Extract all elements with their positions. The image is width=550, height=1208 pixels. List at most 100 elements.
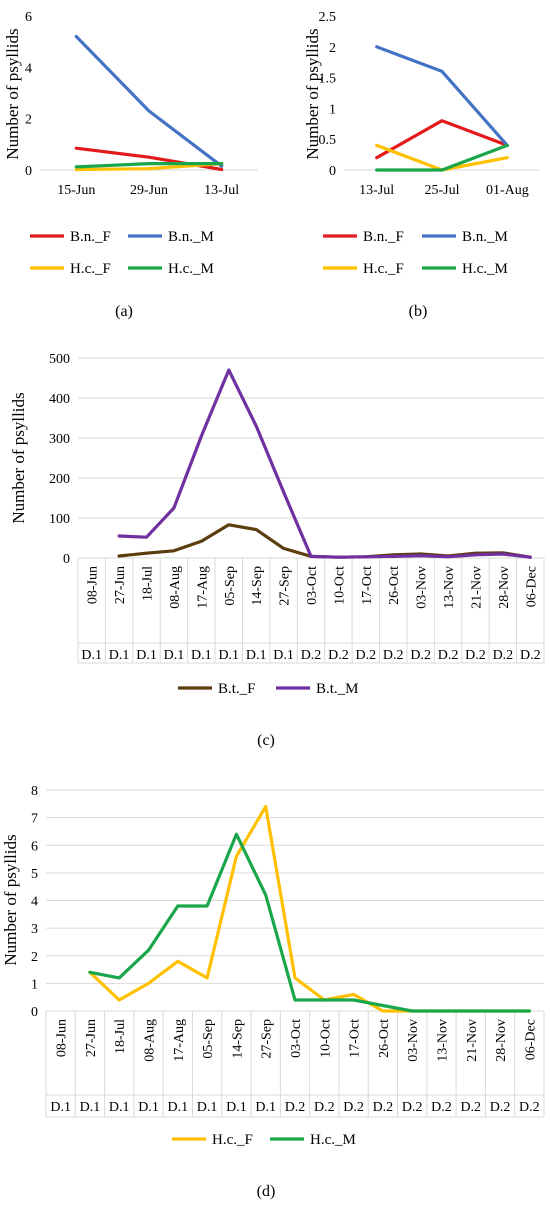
legend-label: H.c._M [168,261,214,277]
x-group-label: D.1 [191,648,212,663]
x-tick-label: 03-Oct [289,1019,304,1058]
x-tick-label: 18-Jul [113,1019,128,1054]
x-tick-label: 13-Jul [204,183,239,198]
x-tick-label: 25-Jul [425,183,460,198]
y-tick-label: 6 [31,839,38,854]
legend-label: B.n._M [168,229,214,245]
legend-label: B.n._F [70,229,111,245]
y-tick-label: 1.5 [319,72,337,87]
x-group-label: D.2 [285,1100,306,1115]
x-tick-label: 05-Sep [201,1019,216,1059]
x-group-label: D.2 [328,648,349,663]
legend-label: H.c._F [363,261,404,277]
x-group-label: D.1 [226,1100,247,1115]
series-line-h-c-f [375,143,509,172]
legend-label: H.c._M [310,1132,356,1148]
series-line-h-c-f [74,162,224,172]
x-group-label: D.1 [168,1100,189,1115]
x-tick-label: 13-Nov [435,1019,450,1062]
x-tick-label: 27-Sep [260,1019,275,1059]
x-tick-label: 21-Nov [469,566,484,609]
series-line-b-n-m [375,45,509,147]
x-tick-label: 03-Nov [406,1019,421,1062]
x-tick-label: 13-Jul [359,183,394,198]
x-tick-label: 17-Oct [360,566,375,605]
series-line-h-c-m [375,143,509,172]
x-tick-label: 06-Dec [523,1019,538,1060]
x-tick-label: 14-Sep [250,566,265,606]
x-tick-label: 08-Jun [55,1019,70,1057]
x-tick-label: 08-Jun [86,566,101,604]
legend-label: B.t._M [316,681,359,697]
y-tick-label: 0.5 [319,133,337,148]
y-tick-label: 3 [31,922,38,937]
legend-label: H.c._F [212,1132,253,1148]
y-tick-label: 0 [329,164,336,179]
x-group-label: D.2 [490,1100,511,1115]
x-tick-label: 21-Nov [465,1019,480,1062]
x-tick-label: 15-Jun [57,183,95,198]
x-tick-label: 17-Aug [195,566,210,609]
x-tick-label: 18-Jul [141,566,156,601]
y-tick-label: 2 [329,41,336,56]
x-tick-label: 28-Nov [497,566,512,609]
legend-label: H.c._M [462,261,508,277]
chart-d: 0 1 2 3 4 5 6 7 8 Number of psyllids 08-Jun D.1 27-J… [1,784,545,1200]
x-tick-label: 06-Dec [524,566,539,607]
y-tick-label: 1 [329,102,336,117]
x-group-label: D.1 [50,1100,71,1115]
y-tick-label: 6 [25,10,32,25]
x-group-label: D.2 [383,648,404,663]
y-tick-label: 0 [25,164,32,179]
y-tick-label: 100 [49,512,70,527]
x-tick-label: 17-Aug [172,1019,187,1062]
y-tick-label: 5 [31,867,38,882]
legend-label: B.n._F [363,229,404,245]
x-group-label: D.1 [164,648,185,663]
series-line-h-c-m [88,832,531,1013]
x-group-label: D.2 [431,1100,452,1115]
chart-caption: (b) [409,303,428,320]
x-group-label: D.2 [519,1100,540,1115]
y-tick-label: 4 [25,61,32,76]
x-tick-label: 03-Oct [305,566,320,605]
chart-caption: (a) [115,303,133,320]
x-tick-label: 17-Oct [348,1019,363,1058]
x-tick-label: 26-Oct [387,566,402,605]
x-group-label: D.2 [373,1100,394,1115]
y-tick-label: 8 [31,784,38,799]
chart-c: 0 100 200 300 400 500 Number of psyllids 08-Jun… [9,352,545,749]
series-line-h-c-m [74,162,224,169]
series-line-b-n-m [74,34,224,168]
y-tick-label: 2 [31,950,38,965]
series-line-b-t-f [117,523,532,559]
legend-label: B.n._M [462,229,508,245]
x-tick-label: 14-Sep [230,1019,245,1059]
x-group-label: D.2 [343,1100,364,1115]
x-tick-label: 01-Aug [486,183,529,198]
x-group-label: D.1 [255,1100,276,1115]
series-line-h-c-f [88,805,531,1013]
x-group-label: D.1 [218,648,239,663]
x-tick-label: 26-Oct [377,1019,392,1058]
y-tick-label: 0 [63,552,70,567]
x-tick-label: 27-Sep [278,566,293,606]
y-tick-label: 7 [31,812,38,827]
x-tick-label: 28-Nov [494,1019,509,1062]
series-line-b-n-f [375,119,509,160]
y-tick-label: 500 [49,352,70,367]
y-tick-label: 2.5 [319,10,337,25]
y-axis-title: Number of psyllids [303,28,322,159]
x-group-label: D.2 [520,648,541,663]
x-tick-label: 10-Oct [318,1019,333,1058]
y-axis-title: Number of psyllids [1,834,20,965]
x-group-label: D.2 [438,648,459,663]
x-tick-label: 27-Jun [113,566,128,604]
x-tick-label: 29-Jun [130,183,168,198]
x-tick-label: 05-Sep [223,566,238,606]
x-tick-label: 10-Oct [332,566,347,605]
x-group-label: D.2 [460,1100,481,1115]
y-tick-label: 200 [49,472,70,487]
